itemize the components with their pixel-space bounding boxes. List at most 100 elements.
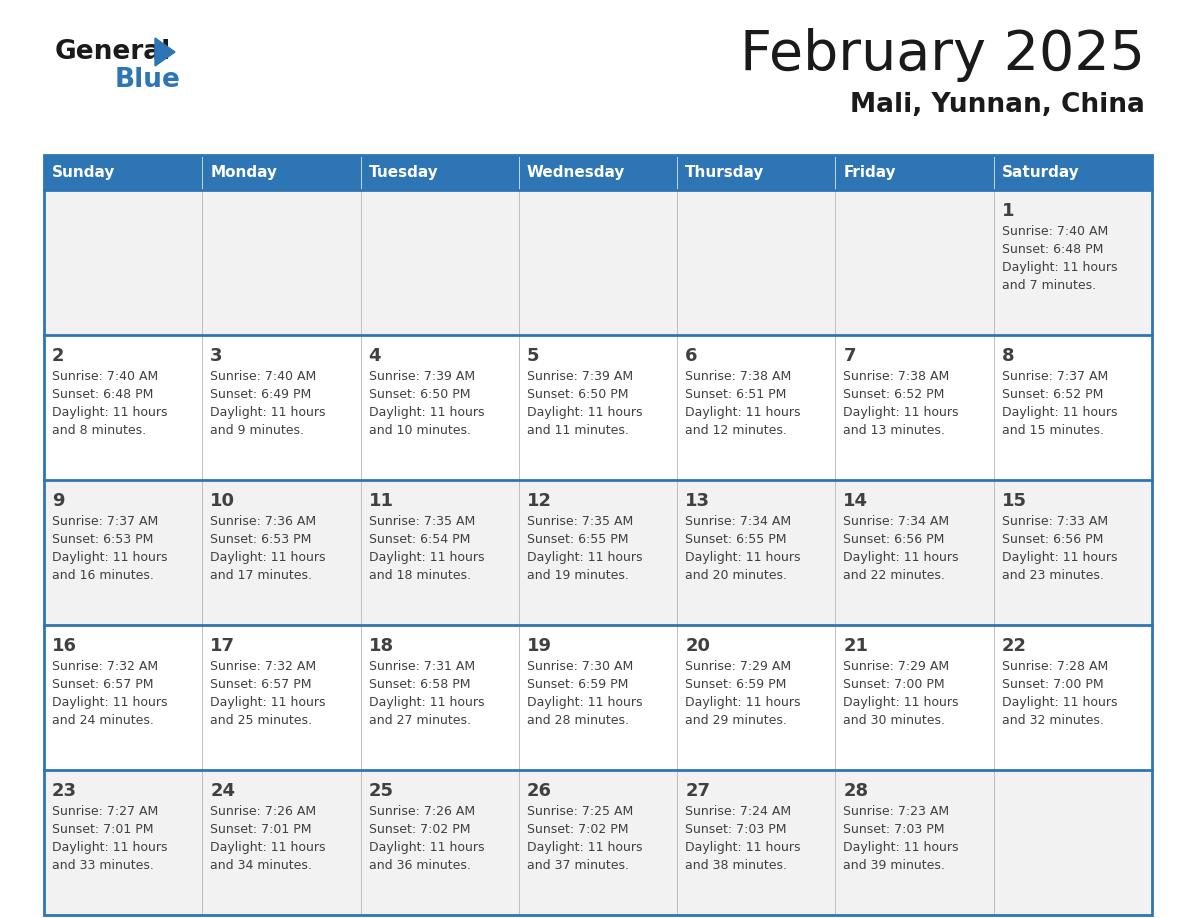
Text: and 39 minutes.: and 39 minutes. <box>843 859 946 872</box>
Text: and 9 minutes.: and 9 minutes. <box>210 424 304 437</box>
Text: Sunset: 6:50 PM: Sunset: 6:50 PM <box>368 388 470 401</box>
Text: Sunset: 7:02 PM: Sunset: 7:02 PM <box>368 823 470 836</box>
Bar <box>44 155 1152 915</box>
Text: 17: 17 <box>210 637 235 655</box>
Text: 19: 19 <box>526 637 552 655</box>
Text: and 8 minutes.: and 8 minutes. <box>52 424 146 437</box>
Bar <box>519 480 677 625</box>
Bar <box>202 190 361 335</box>
Text: Daylight: 11 hours: Daylight: 11 hours <box>843 551 959 564</box>
Text: Daylight: 11 hours: Daylight: 11 hours <box>843 406 959 419</box>
Text: Daylight: 11 hours: Daylight: 11 hours <box>1001 261 1117 274</box>
Text: 21: 21 <box>843 637 868 655</box>
Text: and 12 minutes.: and 12 minutes. <box>685 424 786 437</box>
Text: 24: 24 <box>210 782 235 800</box>
Text: and 10 minutes.: and 10 minutes. <box>368 424 470 437</box>
Text: Daylight: 11 hours: Daylight: 11 hours <box>52 551 168 564</box>
Text: Sunset: 6:57 PM: Sunset: 6:57 PM <box>210 678 311 691</box>
Text: and 37 minutes.: and 37 minutes. <box>526 859 628 872</box>
Text: Sunset: 6:56 PM: Sunset: 6:56 PM <box>843 533 944 546</box>
Text: Sunrise: 7:37 AM: Sunrise: 7:37 AM <box>1001 370 1108 383</box>
Text: and 27 minutes.: and 27 minutes. <box>368 714 470 727</box>
Text: Daylight: 11 hours: Daylight: 11 hours <box>368 841 484 854</box>
Text: Sunrise: 7:25 AM: Sunrise: 7:25 AM <box>526 805 633 818</box>
Bar <box>993 480 1152 625</box>
Text: Sunset: 6:59 PM: Sunset: 6:59 PM <box>685 678 786 691</box>
Text: and 16 minutes.: and 16 minutes. <box>52 569 154 582</box>
Text: 5: 5 <box>526 347 539 365</box>
Text: Daylight: 11 hours: Daylight: 11 hours <box>1001 696 1117 709</box>
Text: and 18 minutes.: and 18 minutes. <box>368 569 470 582</box>
Text: and 17 minutes.: and 17 minutes. <box>210 569 312 582</box>
Text: Sunrise: 7:39 AM: Sunrise: 7:39 AM <box>526 370 633 383</box>
Text: 22: 22 <box>1001 637 1026 655</box>
Bar <box>202 770 361 915</box>
Text: Sunset: 6:58 PM: Sunset: 6:58 PM <box>368 678 470 691</box>
Text: Sunset: 7:01 PM: Sunset: 7:01 PM <box>52 823 153 836</box>
Bar <box>202 335 361 480</box>
Text: Sunset: 6:50 PM: Sunset: 6:50 PM <box>526 388 628 401</box>
Text: Daylight: 11 hours: Daylight: 11 hours <box>52 406 168 419</box>
Text: Sunset: 6:55 PM: Sunset: 6:55 PM <box>685 533 786 546</box>
Bar <box>835 335 993 480</box>
Bar <box>993 190 1152 335</box>
Text: Daylight: 11 hours: Daylight: 11 hours <box>526 841 643 854</box>
Text: Sunrise: 7:24 AM: Sunrise: 7:24 AM <box>685 805 791 818</box>
Text: Sunset: 7:03 PM: Sunset: 7:03 PM <box>685 823 786 836</box>
Bar <box>519 155 677 190</box>
Bar <box>993 625 1152 770</box>
Text: Daylight: 11 hours: Daylight: 11 hours <box>1001 406 1117 419</box>
Bar <box>835 190 993 335</box>
Bar <box>361 770 519 915</box>
Text: 25: 25 <box>368 782 393 800</box>
Text: 23: 23 <box>52 782 77 800</box>
Bar <box>993 155 1152 190</box>
Bar <box>202 625 361 770</box>
Bar <box>44 625 202 770</box>
Text: and 11 minutes.: and 11 minutes. <box>526 424 628 437</box>
Bar <box>44 480 202 625</box>
Text: and 15 minutes.: and 15 minutes. <box>1001 424 1104 437</box>
Bar <box>677 480 835 625</box>
Text: and 29 minutes.: and 29 minutes. <box>685 714 786 727</box>
Text: Daylight: 11 hours: Daylight: 11 hours <box>210 696 326 709</box>
Text: and 38 minutes.: and 38 minutes. <box>685 859 788 872</box>
Text: Sunset: 6:52 PM: Sunset: 6:52 PM <box>1001 388 1104 401</box>
Bar <box>44 155 202 190</box>
Text: Daylight: 11 hours: Daylight: 11 hours <box>526 696 643 709</box>
Text: Sunrise: 7:29 AM: Sunrise: 7:29 AM <box>843 660 949 673</box>
Text: Sunrise: 7:40 AM: Sunrise: 7:40 AM <box>52 370 158 383</box>
Text: 14: 14 <box>843 492 868 510</box>
Text: 10: 10 <box>210 492 235 510</box>
Bar <box>361 155 519 190</box>
Text: 27: 27 <box>685 782 710 800</box>
Text: and 34 minutes.: and 34 minutes. <box>210 859 312 872</box>
Text: Sunset: 7:00 PM: Sunset: 7:00 PM <box>843 678 944 691</box>
Bar <box>44 770 202 915</box>
Text: Wednesday: Wednesday <box>526 165 625 180</box>
Text: 3: 3 <box>210 347 223 365</box>
Text: and 24 minutes.: and 24 minutes. <box>52 714 154 727</box>
Bar <box>835 770 993 915</box>
Bar <box>835 155 993 190</box>
Text: Sunrise: 7:23 AM: Sunrise: 7:23 AM <box>843 805 949 818</box>
Bar <box>361 335 519 480</box>
Text: Sunrise: 7:29 AM: Sunrise: 7:29 AM <box>685 660 791 673</box>
Text: Sunrise: 7:39 AM: Sunrise: 7:39 AM <box>368 370 475 383</box>
Text: Mali, Yunnan, China: Mali, Yunnan, China <box>851 92 1145 118</box>
Text: Monday: Monday <box>210 165 277 180</box>
Text: Daylight: 11 hours: Daylight: 11 hours <box>368 551 484 564</box>
Text: and 32 minutes.: and 32 minutes. <box>1001 714 1104 727</box>
Text: 1: 1 <box>1001 202 1015 220</box>
Bar <box>677 625 835 770</box>
Text: 2: 2 <box>52 347 64 365</box>
Bar <box>835 625 993 770</box>
Bar <box>677 770 835 915</box>
Text: Daylight: 11 hours: Daylight: 11 hours <box>52 841 168 854</box>
Text: Sunset: 6:51 PM: Sunset: 6:51 PM <box>685 388 786 401</box>
Text: Sunset: 7:03 PM: Sunset: 7:03 PM <box>843 823 944 836</box>
Text: Sunrise: 7:26 AM: Sunrise: 7:26 AM <box>368 805 475 818</box>
Text: and 36 minutes.: and 36 minutes. <box>368 859 470 872</box>
Text: 12: 12 <box>526 492 552 510</box>
Text: Sunset: 6:56 PM: Sunset: 6:56 PM <box>1001 533 1104 546</box>
